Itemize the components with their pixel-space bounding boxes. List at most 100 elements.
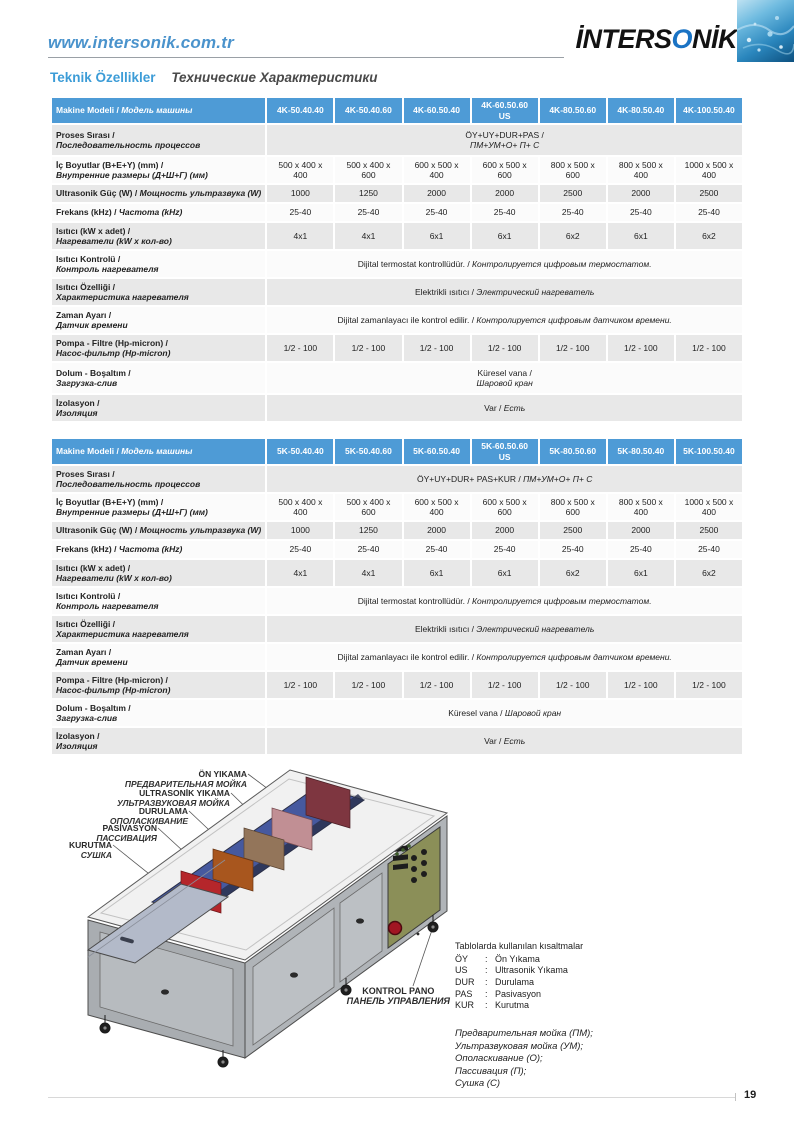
value-cell: 25-40 [675,204,742,222]
abbreviation-list: ÖY: Ön Yıkama US: Ultrasonik Yıkama DUR: Duru… [455,954,675,1012]
model-header-cell: 5K-60.50.40 [403,439,470,465]
value-cell: 25-40 [403,541,470,559]
spec-table: Makine Modeli / Модель машины 4K-50.40.40… [50,96,744,423]
machine-illustration [86,769,449,1068]
row-label-cell: Frekans (kHz) / Частота (kHz) [52,541,266,559]
footer-divider [48,1097,735,1098]
value-cell: 800 x 500 x 400 [607,157,674,184]
model-header-cell: 4K-50.40.40 [267,98,334,124]
value-cell: 1250 [335,522,402,540]
colon: : [485,988,488,999]
russian-terms: Предварительная мойка (ПМ); Ультразвукова… [455,1028,675,1091]
value-cell: 6x1 [607,223,674,250]
value-cell: 25-40 [267,204,334,222]
row-label-cell: Isıtıcı (kW x adet) / Нагреватели (kW x к… [52,560,266,587]
front-door-2 [339,872,383,983]
table-row: Isıtıcı Kontrolü / Контроль нагревателя Di… [52,588,742,615]
water-splash-image [737,0,794,62]
model-header-cell: 4K-80.50.60 [539,98,606,124]
door-handle [290,972,298,978]
abbreviation-row: PAS: Pasivasyon [455,989,675,1001]
value-cell: 600 x 500 x 600 [471,494,538,521]
value-cell: 6x2 [539,560,606,587]
table-row: Isıtıcı Özelliği / Характеристика нагрева… [52,279,742,306]
process-label: KURUTMA СУШКА [69,840,112,860]
span-value-cell: Dijital termostat kontrollüdür. / Контро… [267,251,742,278]
tank-opening [150,776,366,917]
value-cell: 1/2 - 100 [335,335,402,362]
colon: : [485,965,488,976]
abbreviation-row: KUR: Kurutma [455,1000,675,1012]
colon: : [485,977,488,988]
abbreviation: PAS [455,988,473,999]
value-cell: 1000 x 500 x 400 [675,494,742,521]
model-header-cell: 4K-100.50.40 [675,98,742,124]
abbreviation-meaning: Durulama [495,977,535,988]
footer-tick [735,1093,736,1101]
value-cell: 1/2 - 100 [607,335,674,362]
table-row: Proses Sırası / Последовательность процес… [52,125,742,156]
model-header-cell: 4K-80.50.40 [607,98,674,124]
table-row: Zaman Ayarı / Датчик времени Dijital zaman… [52,307,742,334]
row-label-cell: Dolum - Boşaltım / Загрузка-слив [52,363,266,394]
abbreviation: ÖY [455,953,469,964]
row-label-cell: Ultrasonik Güç (W) / Мощность ультразвук… [52,185,266,203]
value-cell: 6x1 [471,223,538,250]
value-cell: 25-40 [607,541,674,559]
colon: : [485,1000,488,1011]
abbreviation-meaning: Ön Yıkama [495,953,540,964]
value-cell: 4x1 [335,560,402,587]
spec-table-4k: Makine Modeli / Модель машины 4K-50.40.40… [50,96,744,423]
machine-diagram: ÖN YIKAMA ПРЕДВАРИТЕЛЬНАЯ МОЙКА ULTRASONİK… [50,762,750,1097]
value-cell: 2500 [539,522,606,540]
value-cell: 800 x 500 x 400 [607,494,674,521]
process-label-ru: СУШКА [80,850,112,861]
value-cell: 25-40 [267,541,334,559]
value-cell: 600 x 500 x 400 [403,157,470,184]
casters [99,915,439,1068]
model-header-cell: 5K-80.50.40 [607,439,674,465]
table-header-row: Makine Modeli / Модель машины 5K-50.40.40… [52,439,742,465]
value-cell: 1/2 - 100 [539,335,606,362]
water-droplets-icon [737,16,794,55]
table-row: İzolasyon / Изоляция Var / Есть [52,395,742,422]
value-cell: 2000 [471,185,538,203]
divider-maroon [305,776,351,829]
value-cell: 1/2 - 100 [471,672,538,699]
model-header-cell: 4K-60.50.60 US [471,98,538,124]
value-cell: 1/2 - 100 [335,672,402,699]
span-value-cell: Var / Есть [267,395,742,422]
door-handle [356,918,364,924]
abbreviation: DUR [455,977,475,988]
table-row: Dolum - Boşaltım / Загрузка-слив Küresel v… [52,363,742,394]
process-label-tr: ULTRASONİK YIKAMA [139,788,230,798]
abbreviation-meaning: Kurutma [495,1000,530,1011]
header-divider [48,57,564,58]
value-cell: 4x1 [267,223,334,250]
process-label: ÖN YIKAMA ПРЕДВАРИТЕЛЬНАЯ МОЙКА [125,769,247,789]
row-label-cell: Isıtıcı (kW x adet) / Нагреватели (kW x к… [52,223,266,250]
value-cell: 500 x 400 x 400 [267,494,334,521]
russian-term-line: Ультразвуковая мойка (УМ); [455,1040,584,1052]
model-header-cell: 4K-50.40.60 [335,98,402,124]
spec-table: Makine Modeli / Модель машины 5K-50.40.40… [50,437,744,756]
value-cell: 500 x 400 x 600 [335,494,402,521]
span-value-cell: Elektrikli ısıtıcı / Электрический нагре… [267,279,742,306]
span-value-cell: Elektrikli ısıtıcı / Электрический нагре… [267,616,742,643]
logo-text: İNTERS [575,24,672,54]
control-panel-label-ru: ПАНЕЛЬ УПРАВЛЕНИЯ [346,996,450,1007]
model-header-cell: 5K-100.50.40 [675,439,742,465]
website-url[interactable]: www.intersonik.com.tr [48,33,234,52]
value-cell: 25-40 [335,204,402,222]
table-row: Pompa - Filtre (Hp-micron) / Насос-фильтр… [52,672,742,699]
abbreviation: KUR [455,1000,475,1011]
table-row: Ultrasonik Güç (W) / Мощность ультразвук… [52,185,742,203]
model-header-cell: 5K-80.50.60 [539,439,606,465]
value-cell: 6x1 [403,560,470,587]
process-label-ru: УЛЬТРАЗВУКОВАЯ МОЙКА [116,798,230,809]
lid-handle [120,936,134,944]
process-label: PASİVASYON ПАССИВАЦИЯ [96,823,157,843]
row-label-cell: İzolasyon / Изоляция [52,395,266,422]
value-cell: 6x1 [607,560,674,587]
span-value-cell: Dijital zamanlayacı ile kontrol edilir. … [267,307,742,334]
